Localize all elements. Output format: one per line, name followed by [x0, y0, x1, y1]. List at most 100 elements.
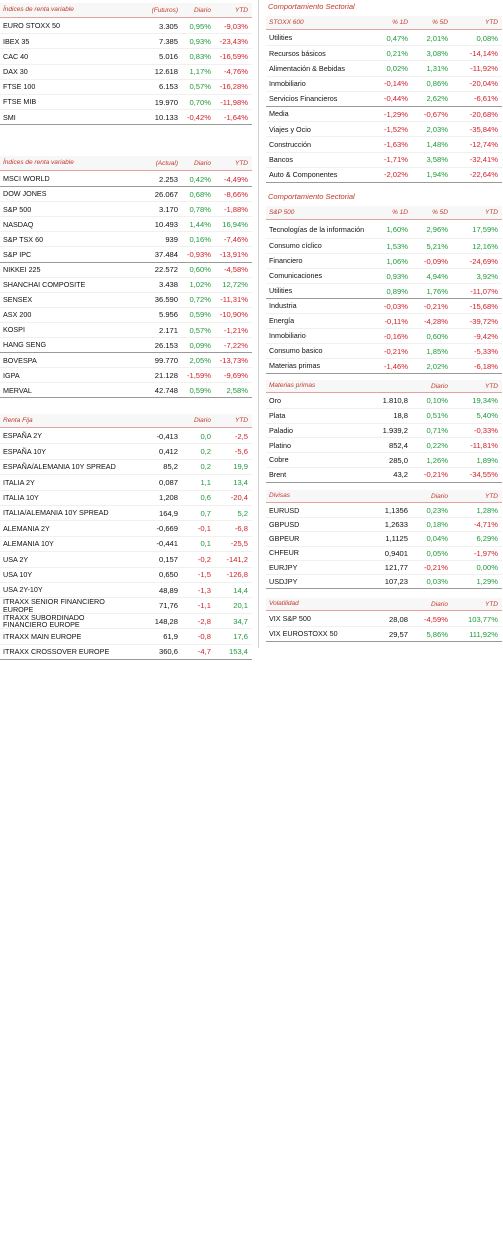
value-cell: 10.133 — [154, 112, 178, 122]
table-row: ITRAXX SUBORDINADO FINANCIERO EUROPE 148,… — [0, 614, 252, 630]
table-section: Comportamiento Sectorial S&P 500 % 1D % 5D Y… — [266, 192, 502, 840]
row-label: DAX 30 — [3, 66, 28, 76]
value-cell: 2,05% — [189, 355, 211, 365]
value-cell: 111,92% — [469, 629, 498, 639]
table-row: USA 2Y 0,157 -0,2 -141,2 — [0, 552, 252, 568]
page: Índices de renta variable (Futuros) Diario… — [0, 0, 503, 660]
table-row: S&P IPC 37.484 -0,93% -13,91% — [0, 248, 252, 263]
value-cell: 2,01% — [426, 33, 448, 43]
value-cell: 0,05% — [426, 548, 448, 558]
value-cell: -1,46% — [383, 361, 408, 371]
row-label: EURO STOXX 50 — [3, 21, 60, 31]
table-row: ITRAXX SENIOR FINANCIERO EUROPE 71,76 -1,1… — [0, 598, 252, 614]
table-section: Materias primas Diario YTD Oro 1.810,8 0,10% 1… — [266, 380, 502, 1028]
value-cell: 0,59% — [189, 310, 211, 320]
value-cell: 164,9 — [158, 508, 178, 518]
value-cell: 0,83% — [189, 51, 211, 61]
value-cell: -0,669 — [156, 524, 178, 534]
value-cell: 43,2 — [393, 470, 408, 480]
value-cell: 2,02% — [426, 361, 448, 371]
value-cell: -25,5 — [230, 539, 248, 549]
row-label: FTSE MIB — [3, 97, 37, 107]
value-cell: 0,68% — [189, 189, 211, 199]
value-cell: -1,71% — [383, 155, 408, 165]
table-row: SENSEX 36.590 0,72% -11,31% — [0, 293, 252, 308]
value-cell: -141,2 — [226, 554, 248, 564]
value-cell: 5.956 — [158, 310, 178, 320]
table-row: S&P 500 3.170 0,78% -1,88% — [0, 202, 252, 218]
table-row: ITALIA/ALEMANIA 10Y SPREAD 164,9 0,7 5,2 — [0, 506, 252, 522]
value-cell: -2,8 — [197, 616, 211, 626]
table-row: HANG SENG 26.153 0,09% -7,22% — [0, 338, 252, 354]
value-cell: 5,86% — [426, 629, 448, 639]
row-label: Oro — [269, 396, 281, 406]
table-row: ALEMANIA 10Y -0,441 0,1 -25,5 — [0, 537, 252, 553]
row-label: ASX 200 — [3, 310, 32, 320]
value-cell: 939 — [165, 234, 178, 244]
table-row: IBEX 35 7.385 0,93% -23,43% — [0, 34, 252, 50]
value-cell: 19.970 — [154, 97, 178, 107]
value-cell: 0,89% — [386, 286, 408, 296]
row-label: EURJPY — [269, 562, 298, 572]
table-row: ALEMANIA 2Y -0,669 -0,1 -6,8 — [0, 521, 252, 537]
value-cell: 22.572 — [154, 265, 178, 275]
value-cell: 103,77% — [468, 614, 498, 624]
table-section: Comportamiento Sectorial STOXX 600 % 1D % 5… — [266, 2, 502, 650]
table-header: Divisas Diario YTD — [266, 490, 502, 503]
table-row: Consumo cíclico 1,53% 5,21% 12,16% — [266, 239, 502, 254]
value-cell: 34,7 — [233, 616, 248, 626]
value-cell: 0,78% — [189, 204, 211, 214]
row-label: DOW JONES — [3, 189, 47, 199]
header-cell: YTD — [485, 492, 498, 500]
header-cell: YTD — [485, 19, 498, 26]
value-cell: 19,34% — [472, 396, 498, 406]
row-label: Paladio — [269, 425, 293, 435]
header-cell: Diario — [194, 159, 211, 167]
value-cell: -23,43% — [219, 36, 248, 46]
value-cell: 0,60% — [189, 265, 211, 275]
value-cell: 6.153 — [158, 82, 178, 92]
value-cell: 12,72% — [222, 280, 248, 290]
value-cell: 0,42% — [189, 174, 211, 184]
value-cell: 0,2 — [200, 462, 211, 472]
row-label: ALEMANIA 10Y — [3, 539, 54, 549]
row-label: ALEMANIA 2Y — [3, 523, 50, 533]
value-cell: 153,4 — [228, 647, 248, 657]
table-header: Renta Fija Diario YTD — [0, 414, 252, 428]
table-row: Industria -0,03% -0,21% -15,68% — [266, 299, 502, 314]
value-cell: -0,1 — [197, 524, 211, 534]
value-cell: 148,28 — [154, 616, 178, 626]
table-row: MERVAL 42.748 0,59% 2,58% — [0, 383, 252, 399]
row-label: MERVAL — [3, 385, 32, 395]
row-label: Consumo cíclico — [269, 241, 322, 251]
value-cell: 3.170 — [158, 204, 178, 214]
header-cell: YTD — [485, 382, 498, 390]
header-cell: Diario — [431, 382, 448, 390]
row-label: Alimentación & Bebidas — [269, 63, 345, 73]
value-cell: -4,76% — [223, 67, 248, 77]
header-cell: Índices de renta variable — [3, 6, 74, 14]
value-cell: 12.618 — [154, 67, 178, 77]
value-cell: 0,57% — [189, 82, 211, 92]
row-label: CHFEUR — [269, 548, 299, 558]
table-row: ITRAXX MAIN EUROPE 61,9 -0,8 17,6 — [0, 629, 252, 645]
value-cell: 3,08% — [426, 48, 448, 58]
value-cell: 1,44% — [189, 219, 211, 229]
table-row: Platino 852,4 0,22% -11,81% — [266, 438, 502, 454]
value-cell: -0,11% — [384, 316, 409, 326]
value-cell: 3.305 — [158, 21, 178, 31]
table-row: Inmobiliario -0,14% 0,86% -20,04% — [266, 77, 502, 92]
value-cell: 121,77 — [384, 562, 408, 572]
table-row: S&P TSX 60 939 0,16% -7,46% — [0, 232, 252, 248]
value-cell: -1,21% — [223, 325, 248, 335]
table-row: Plata 18,8 0,51% 5,40% — [266, 409, 502, 424]
row-label: Construcción — [269, 139, 311, 149]
header-cell: YTD — [235, 417, 248, 424]
value-cell: 107,23 — [384, 577, 408, 587]
value-cell: 0,03% — [426, 577, 448, 587]
row-label: ITALIA/ALEMANIA 10Y SPREAD — [3, 508, 109, 518]
value-cell: 285,0 — [388, 455, 408, 465]
header-cell: YTD — [235, 6, 248, 14]
value-cell: -7,46% — [223, 234, 248, 244]
row-label: ITRAXX CROSSOVER EUROPE — [3, 647, 110, 657]
